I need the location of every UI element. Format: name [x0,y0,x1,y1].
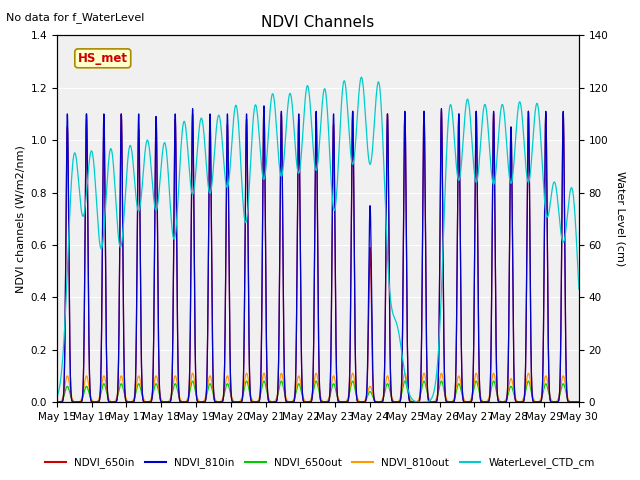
Y-axis label: Water Level (cm): Water Level (cm) [615,171,625,266]
Text: No data for f_WaterLevel: No data for f_WaterLevel [6,12,145,23]
Y-axis label: NDVI channels (W/m2/nm): NDVI channels (W/m2/nm) [15,145,25,293]
Title: NDVI Channels: NDVI Channels [261,15,374,30]
Text: HS_met: HS_met [78,52,128,65]
Legend: NDVI_650in, NDVI_810in, NDVI_650out, NDVI_810out, WaterLevel_CTD_cm: NDVI_650in, NDVI_810in, NDVI_650out, NDV… [41,453,599,472]
